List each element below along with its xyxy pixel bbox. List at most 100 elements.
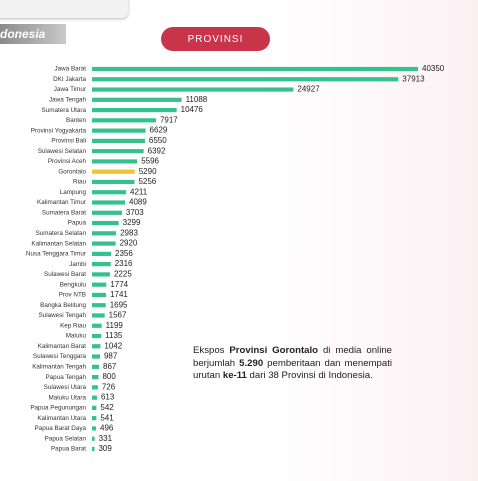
value-label: 542 — [100, 403, 114, 412]
value-label: 2225 — [114, 270, 132, 279]
annotation-text: 5.290 — [239, 357, 264, 369]
annotation-text: di media online berjumlah — [193, 345, 392, 369]
category-label: Papua Selatan — [45, 435, 87, 442]
category-label: Sumatera Selatan — [36, 230, 87, 237]
province-button[interactable]: PROVINSI — [161, 27, 270, 51]
bar — [92, 344, 101, 349]
category-label: Maluku — [66, 333, 87, 340]
category-label: Sulawesi Utara — [44, 384, 87, 391]
value-label: 1135 — [105, 331, 123, 340]
value-label: 541 — [100, 413, 114, 422]
bar — [92, 118, 156, 123]
category-label: Kep Riau — [60, 322, 86, 329]
value-label: 5596 — [141, 157, 159, 166]
category-label: Gorontalo — [58, 168, 86, 175]
category-label: Kalimantan Tengah — [32, 364, 86, 371]
category-label: Banten — [66, 117, 86, 124]
bar — [92, 262, 111, 267]
category-label: Papua Tengah — [45, 374, 86, 381]
category-label: Jawa Tengah — [49, 96, 86, 103]
bar — [92, 87, 294, 92]
category-label: Papua Barat Daya — [35, 425, 87, 432]
category-label: Provinsi Bali — [51, 138, 86, 145]
value-label: 2920 — [120, 239, 138, 248]
bar — [92, 200, 126, 205]
category-label: Lampung — [60, 189, 87, 196]
bar — [92, 66, 418, 72]
bar — [92, 436, 95, 441]
category-label: Sulawesi Selatan — [38, 148, 87, 155]
header-subtitle: donesia — [0, 27, 46, 41]
annotation: Ekspos Provinsi Gorontalo di media onlin… — [193, 345, 392, 383]
value-label: 987 — [104, 352, 118, 361]
bar — [92, 446, 95, 452]
value-label: 1695 — [110, 300, 128, 309]
bar — [92, 169, 135, 174]
bar — [92, 210, 122, 215]
category-label: Maluku Utara — [49, 394, 87, 401]
bar — [92, 138, 145, 143]
category-label: Jawa Timur — [54, 86, 86, 93]
value-label: 1199 — [106, 321, 124, 330]
category-label: Bangka Belitung — [40, 302, 86, 309]
value-label: 37913 — [402, 74, 425, 83]
annotation-text: dari 38 Provinsi di Indonesia. — [246, 370, 373, 382]
bar — [92, 251, 112, 256]
bar — [92, 364, 100, 369]
category-label: Provinsi Yogyakarta — [31, 127, 87, 134]
category-label: Kalimantan Selatan — [31, 240, 86, 247]
bar — [92, 77, 399, 82]
bar — [92, 97, 182, 102]
bar — [92, 179, 135, 185]
category-label: Sulawesi Barat — [44, 271, 86, 278]
category-label: Kalimantan Timur — [37, 199, 86, 206]
category-label: Sumatera Utara — [42, 107, 87, 114]
value-label: 5256 — [138, 177, 156, 186]
bar — [92, 231, 117, 236]
category-label: Kalimantan Barat — [38, 343, 87, 350]
value-label: 331 — [99, 434, 113, 443]
bar — [92, 241, 116, 246]
bar — [92, 405, 97, 411]
category-label: Sulawesi Tenggara — [33, 353, 87, 360]
bar — [92, 354, 100, 359]
value-label: 3703 — [126, 208, 144, 217]
category-label: Jawa Barat — [55, 66, 87, 73]
value-label: 726 — [102, 382, 116, 391]
value-label: 613 — [101, 393, 115, 402]
bar — [92, 149, 144, 154]
value-label: 3299 — [123, 218, 141, 227]
header-box — [0, 0, 128, 18]
annotation-text: ke-11 — [222, 370, 247, 382]
value-label: 6550 — [149, 136, 167, 145]
category-label: Bengkulu — [60, 281, 87, 288]
value-label: 309 — [98, 444, 112, 453]
category-label: Jambi — [69, 261, 86, 268]
category-label: Nusa Tenggara Timur — [26, 251, 86, 258]
annotation-text: Ekspos — [193, 345, 230, 356]
annotation-text: Provinsi Gorontalo — [229, 345, 319, 356]
value-label: 6392 — [148, 146, 166, 155]
value-label: 2316 — [115, 259, 133, 268]
bar — [92, 292, 107, 298]
value-label: 1042 — [104, 341, 122, 350]
bar — [92, 385, 98, 390]
value-label: 24927 — [297, 85, 320, 94]
bar — [92, 107, 177, 113]
bar — [92, 282, 107, 287]
value-label: 6629 — [150, 126, 168, 135]
value-label: 1774 — [110, 280, 128, 289]
bar — [92, 416, 97, 421]
category-label: Papua Barat — [51, 446, 86, 453]
category-label: Sumatera Barat — [42, 209, 86, 216]
category-label: Riau — [73, 179, 86, 186]
bar — [92, 220, 119, 226]
bar — [92, 395, 97, 400]
value-label: 496 — [100, 424, 114, 433]
value-label: 867 — [103, 362, 117, 371]
bar — [92, 323, 102, 328]
value-label: 4211 — [130, 187, 148, 196]
value-label: 1567 — [109, 311, 127, 320]
